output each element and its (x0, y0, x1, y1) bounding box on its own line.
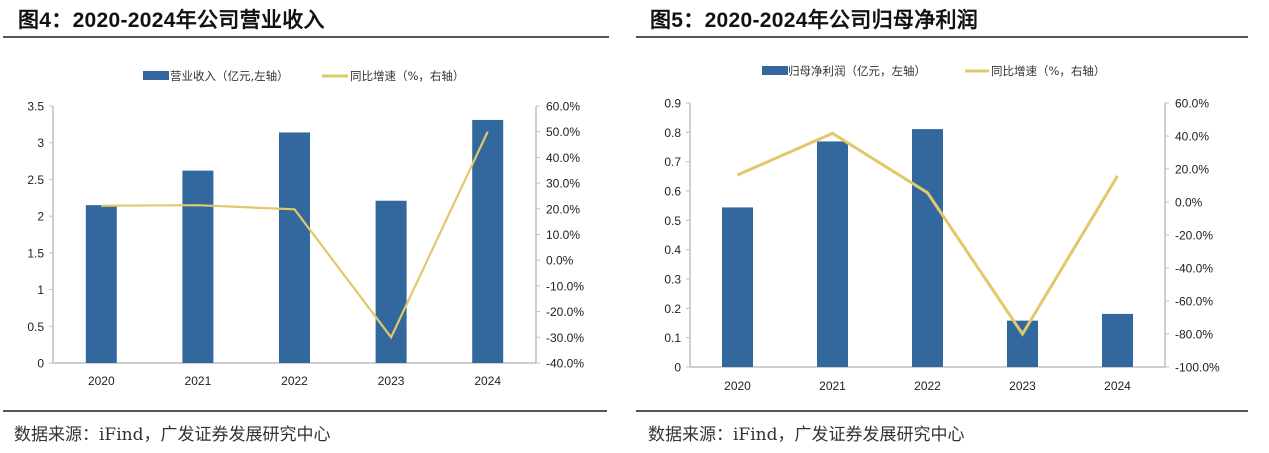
right-tick-label: 0.0% (1175, 196, 1203, 210)
left-tick-label: 0.6 (664, 185, 681, 199)
figure-5-panel: 图5：2020-2024年公司归母净利润 归母净利润（亿元，左轴） 同比增速（%，… (634, 0, 1269, 453)
right-tick-label: -20.0% (1175, 229, 1213, 243)
legend-bar-swatch (762, 66, 788, 75)
figure-4-panel: 图4：2020-2024年公司营业收入 营业收入（亿元,左轴） 同比增速（%，右轴… (0, 0, 620, 453)
source-note: 数据来源：iFind，广发证券发展研究中心 (14, 425, 331, 445)
right-tick-label: -10.0% (546, 279, 584, 293)
right-tick-label: 20.0% (1175, 163, 1209, 177)
source-rule (3, 410, 607, 412)
left-tick-label: 0.5 (664, 214, 681, 228)
right-tick-label: 0.0% (546, 254, 574, 268)
right-tick-label: 50.0% (546, 125, 580, 139)
bar-2024 (1102, 313, 1133, 367)
x-tick-label: 2022 (914, 379, 941, 393)
title-rule (636, 36, 1248, 38)
right-tick-label: -30.0% (546, 331, 584, 345)
legend-bar-label: 营业收入（亿元,左轴） (170, 69, 289, 83)
title-rule (3, 36, 609, 38)
figure-5-title: 图5：2020-2024年公司归母净利润 (650, 9, 979, 32)
legend-bar-label: 归母净利润（亿元，左轴） (788, 64, 926, 78)
left-tick-label: 0 (37, 357, 44, 371)
bar-2024 (472, 119, 504, 363)
bar-2021 (817, 141, 848, 367)
x-tick-label: 2022 (281, 374, 308, 388)
left-tick-label: 3.5 (27, 100, 44, 114)
left-tick-label: 0 (674, 361, 681, 375)
x-tick-label: 2023 (1009, 379, 1036, 393)
x-tick-label: 2021 (819, 379, 846, 393)
legend: 营业收入（亿元,左轴） 同比增速（%，右轴） (143, 69, 464, 83)
legend-line-label: 同比增速（%，右轴） (350, 69, 464, 83)
left-tick-label: 3 (37, 136, 44, 150)
left-tick-label: 0.1 (664, 331, 681, 345)
figure-4-title: 图4：2020-2024年公司营业收入 (18, 9, 325, 32)
left-tick-label: 2.5 (27, 173, 44, 187)
x-tick-label: 2024 (1104, 379, 1131, 393)
left-tick-label: 1.5 (27, 246, 44, 260)
x-tick-label: 2020 (88, 374, 115, 388)
left-tick-label: 0.9 (664, 97, 681, 111)
x-tick-label: 2024 (474, 374, 501, 388)
legend-line-label: 同比增速（%，右轴） (991, 64, 1105, 78)
right-tick-label: -40.0% (1175, 262, 1213, 276)
right-tick-label: 60.0% (1175, 97, 1209, 111)
right-tick-label: -100.0% (1175, 361, 1220, 375)
right-tick-label: -60.0% (1175, 295, 1213, 309)
bar-2022 (279, 132, 310, 363)
left-tick-label: 2 (37, 210, 44, 224)
bar-2022 (912, 129, 943, 367)
x-tick-label: 2023 (378, 374, 405, 388)
left-tick-label: 0.7 (664, 155, 681, 169)
bar-2020 (85, 205, 117, 363)
bar-2023 (1007, 320, 1038, 367)
legend-bar-swatch (143, 71, 169, 80)
right-tick-label: -80.0% (1175, 328, 1213, 342)
left-tick-label: 0.3 (664, 273, 681, 287)
bar-2021 (182, 170, 214, 363)
x-tick-label: 2020 (724, 379, 751, 393)
left-tick-label: 0.2 (664, 302, 681, 316)
right-tick-label: 40.0% (546, 151, 580, 165)
right-tick-label: -40.0% (546, 357, 584, 371)
right-tick-label: -20.0% (546, 305, 584, 319)
right-tick-label: 10.0% (546, 228, 580, 242)
revenue-chart: 营业收入（亿元,左轴） 同比增速（%，右轴） 0 0.5 1 1.5 2 2.5 3 3.5 -40… (27, 69, 584, 388)
bar-2020 (722, 207, 753, 367)
left-tick-label: 0.4 (664, 243, 681, 257)
left-tick-label: 0.8 (664, 126, 681, 140)
right-tick-label: 30.0% (546, 177, 580, 191)
source-note: 数据来源：iFind，广发证券发展研究中心 (648, 425, 965, 445)
left-tick-label: 1 (37, 283, 44, 297)
right-tick-label: 60.0% (546, 100, 580, 114)
right-tick-label: 40.0% (1175, 130, 1209, 144)
x-tick-label: 2021 (185, 374, 212, 388)
net-profit-chart: 归母净利润（亿元，左轴） 同比增速（%，右轴） 0 0.1 0.2 0.3 0.4 0.5 0.… (664, 64, 1220, 393)
source-rule (636, 410, 1248, 412)
legend: 归母净利润（亿元，左轴） 同比增速（%，右轴） (762, 64, 1105, 78)
right-tick-label: 20.0% (546, 202, 580, 216)
left-tick-label: 0.5 (27, 320, 44, 334)
